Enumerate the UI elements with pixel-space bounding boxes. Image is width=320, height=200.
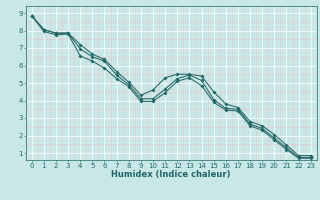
X-axis label: Humidex (Indice chaleur): Humidex (Indice chaleur) <box>111 170 231 179</box>
